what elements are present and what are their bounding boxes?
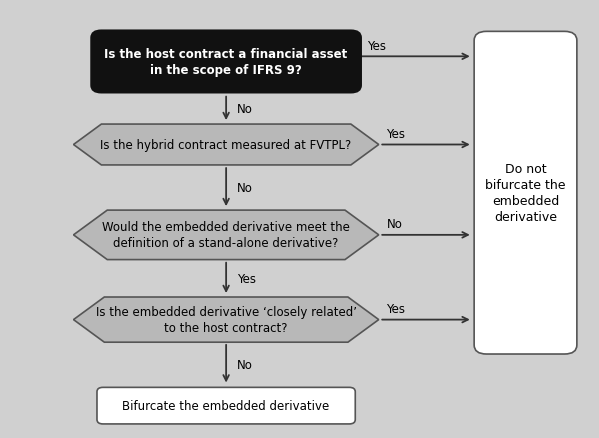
Text: No: No: [237, 358, 253, 371]
Text: Yes: Yes: [237, 272, 256, 286]
FancyBboxPatch shape: [474, 32, 577, 354]
Text: Bifurcate the embedded derivative: Bifurcate the embedded derivative: [123, 399, 329, 412]
Text: No: No: [386, 218, 403, 230]
Text: Is the embedded derivative ‘closely related’
to the host contract?: Is the embedded derivative ‘closely rela…: [96, 305, 356, 334]
Text: Is the host contract a financial asset
in the scope of IFRS 9?: Is the host contract a financial asset i…: [104, 48, 348, 77]
Text: No: No: [237, 102, 253, 116]
Polygon shape: [74, 211, 379, 260]
Text: No: No: [237, 182, 253, 194]
Text: Yes: Yes: [367, 39, 386, 53]
Text: Yes: Yes: [386, 302, 406, 315]
Text: Do not
bifurcate the
embedded
derivative: Do not bifurcate the embedded derivative: [485, 163, 565, 224]
Text: Yes: Yes: [386, 127, 406, 141]
Polygon shape: [74, 297, 379, 343]
FancyBboxPatch shape: [91, 31, 361, 93]
Polygon shape: [74, 125, 379, 166]
Text: Is the hybrid contract measured at FVTPL?: Is the hybrid contract measured at FVTPL…: [101, 139, 352, 152]
Text: Would the embedded derivative meet the
definition of a stand-alone derivative?: Would the embedded derivative meet the d…: [102, 221, 350, 250]
FancyBboxPatch shape: [97, 388, 355, 424]
